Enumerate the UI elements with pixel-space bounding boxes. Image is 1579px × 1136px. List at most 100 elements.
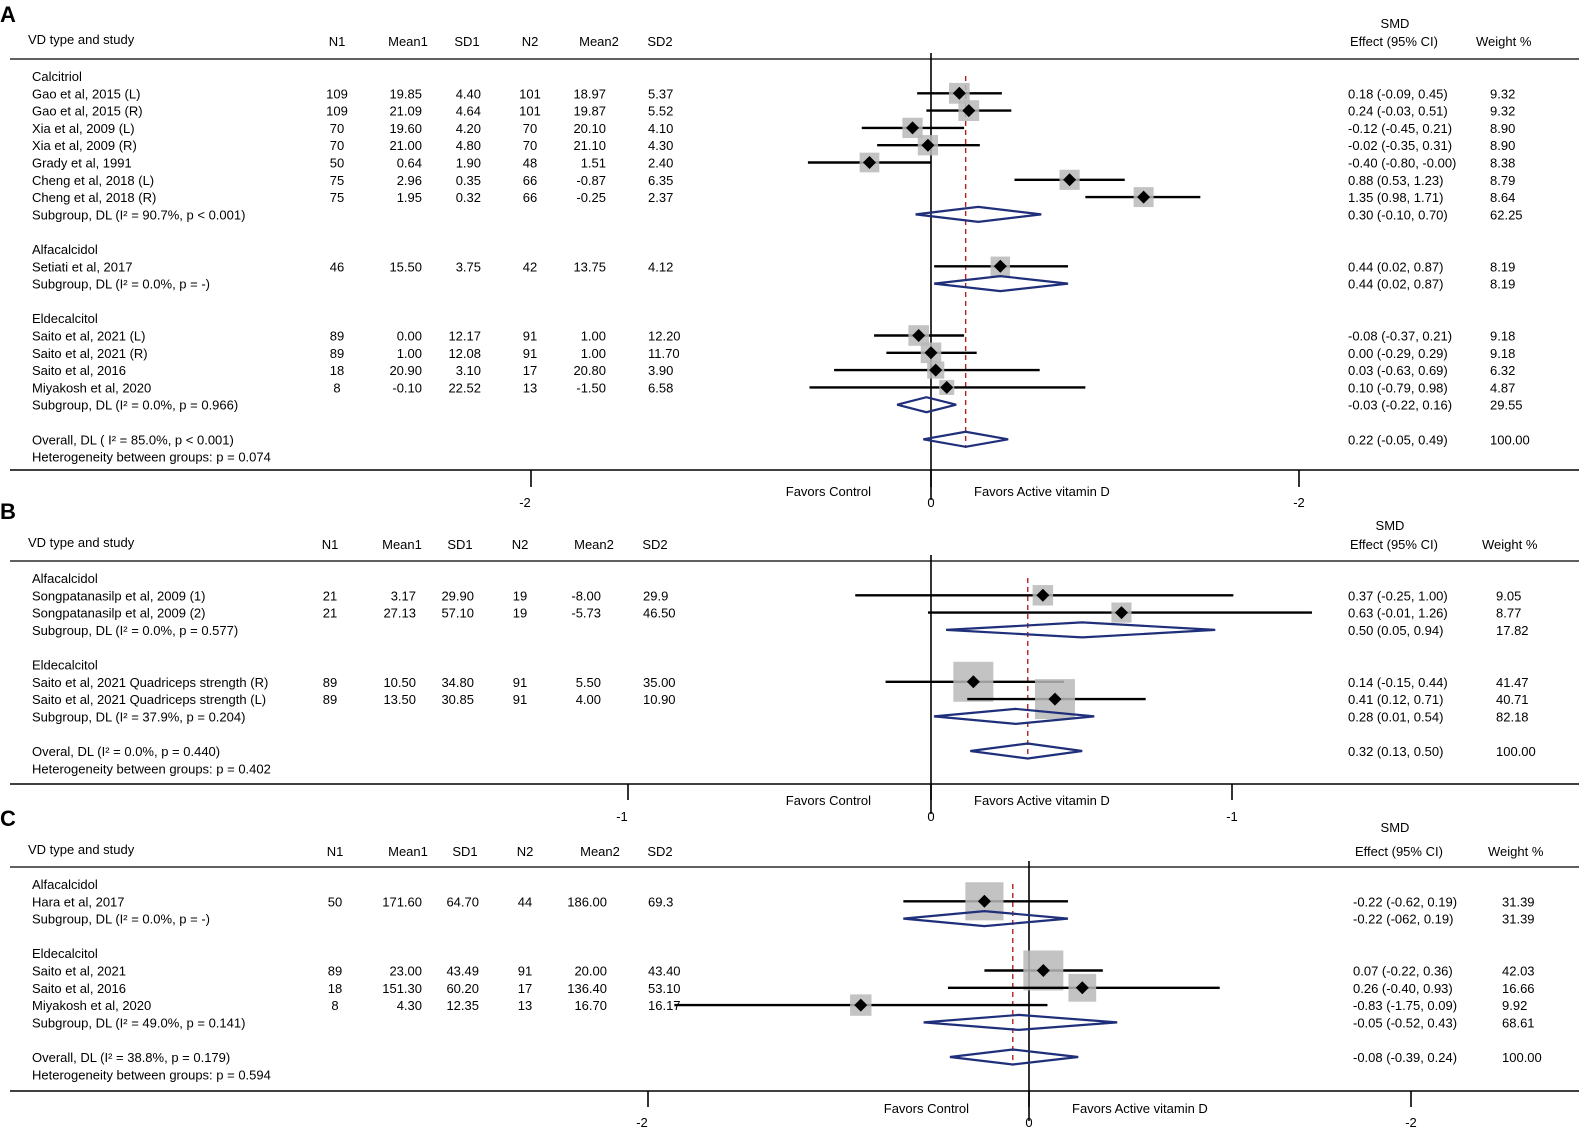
cell-mean2: -8.00: [571, 588, 601, 603]
subgroup-label: Subgroup, DL (I² = 90.7%, p < 0.001): [32, 207, 245, 222]
cell-sd2: 3.90: [648, 363, 673, 378]
cell-n2: 13: [518, 998, 532, 1013]
cell-effect: 0.88 (0.53, 1.23): [1348, 173, 1443, 188]
cell-n1: 89: [330, 329, 344, 344]
cell-mean1: 27.13: [383, 606, 416, 621]
axis-tick-label: 0: [1025, 1115, 1032, 1130]
cell-n1: 109: [326, 104, 348, 119]
header-smd: SMD: [1376, 518, 1405, 533]
cell-sd2: 53.10: [648, 981, 681, 996]
overall-label: Overall, DL (I² = 38.8%, p = 0.179): [32, 1050, 230, 1065]
study-label: Xia et al, 2009 (L): [32, 121, 135, 136]
study-label: Saito et al, 2021 (L): [32, 329, 145, 344]
cell-n1: 18: [330, 363, 344, 378]
cell-mean2: 21.10: [573, 138, 606, 153]
cell-weight: 8.19: [1490, 259, 1515, 274]
header-weight: Weight %: [1476, 34, 1532, 49]
header-smd: SMD: [1381, 820, 1410, 835]
cell-weight: 31.39: [1502, 912, 1535, 927]
cell-mean1: 10.50: [383, 675, 416, 690]
subgroup-diamond: [923, 1013, 1118, 1032]
cell-mean2: 20.80: [573, 363, 606, 378]
cell-effect: 0.50 (0.05, 0.94): [1348, 623, 1443, 638]
header-study: VD type and study: [28, 842, 135, 857]
cell-weight: 9.05: [1496, 588, 1521, 603]
cell-mean2: 20.00: [574, 964, 607, 979]
cell-mean2: 1.00: [581, 346, 606, 361]
cell-weight: 9.18: [1490, 329, 1515, 344]
cell-sd2: 10.90: [643, 692, 676, 707]
header-mean1: Mean1: [388, 844, 428, 859]
axis-tick-label: 0: [927, 495, 934, 510]
axis-tick-label: -2: [1293, 495, 1305, 510]
axis-tick-label: -1: [1226, 809, 1238, 824]
cell-mean1: 19.85: [389, 86, 422, 101]
cell-sd1: 57.10: [441, 606, 474, 621]
cell-weight: 9.18: [1490, 346, 1515, 361]
cell-weight: 42.03: [1502, 964, 1535, 979]
study-label: Hara et al, 2017: [32, 894, 125, 909]
cell-n2: 19: [513, 588, 527, 603]
cell-sd1: 4.40: [456, 86, 481, 101]
point-estimate: [906, 121, 920, 135]
cell-effect: 0.41 (0.12, 0.71): [1348, 692, 1443, 707]
cell-mean1: 1.95: [397, 190, 422, 205]
header-n1: N1: [329, 34, 346, 49]
cell-mean2: 16.70: [574, 998, 607, 1013]
header-smd: SMD: [1381, 16, 1410, 31]
study-label: Saito et al, 2021 Quadriceps strength (R…: [32, 675, 268, 690]
cell-n2: 13: [523, 380, 537, 395]
cell-weight: 8.19: [1490, 277, 1515, 292]
cell-weight: 31.39: [1502, 894, 1535, 909]
cell-effect: 0.24 (-0.03, 0.51): [1348, 104, 1448, 119]
cell-effect: 0.10 (-0.79, 0.98): [1348, 380, 1448, 395]
cell-weight: 9.32: [1490, 104, 1515, 119]
cell-n2: 91: [518, 964, 532, 979]
overall-label: Overall, DL ( I² = 85.0%, p < 0.001): [32, 432, 234, 447]
cell-effect: 0.44 (0.02, 0.87): [1348, 259, 1443, 274]
point-estimate: [952, 86, 966, 100]
cell-mean2: 1.00: [581, 329, 606, 344]
favors-left-label: Favors Control: [884, 1101, 969, 1116]
subgroup-label: Subgroup, DL (I² = 0.0%, p = -): [32, 277, 210, 292]
panel-letter: C: [0, 806, 16, 831]
header-n2: N2: [522, 34, 539, 49]
cell-mean1: 13.50: [383, 692, 416, 707]
cell-effect: 0.07 (-0.22, 0.36): [1353, 964, 1453, 979]
favors-right-label: Favors Active vitamin D: [974, 793, 1110, 808]
cell-effect: 0.03 (-0.63, 0.69): [1348, 363, 1448, 378]
study-label: Saito et al, 2021 Quadriceps strength (L…: [32, 692, 266, 707]
cell-sd2: 11.70: [648, 346, 680, 361]
header-effect: Effect (95% CI): [1350, 34, 1438, 49]
cell-mean2: 1.51: [581, 156, 606, 171]
cell-sd2: 35.00: [643, 675, 676, 690]
cell-sd2: 46.50: [643, 606, 676, 621]
cell-effect: -0.22 (-0.62, 0.19): [1353, 894, 1457, 909]
cell-mean1: 19.60: [389, 121, 422, 136]
header-n2: N2: [512, 537, 529, 552]
cell-mean1: 3.17: [391, 588, 416, 603]
cell-sd2: 43.40: [648, 964, 681, 979]
cell-mean1: 21.00: [389, 138, 422, 153]
cell-n1: 109: [326, 86, 348, 101]
cell-n1: 8: [331, 998, 338, 1013]
cell-mean2: 19.87: [573, 104, 606, 119]
cell-n1: 75: [330, 190, 344, 205]
cell-mean1: 151.30: [382, 981, 422, 996]
point-estimate: [1075, 981, 1089, 995]
cell-weight: 40.71: [1496, 692, 1529, 707]
cell-sd2: 29.9: [643, 588, 668, 603]
cell-effect: 1.35 (0.98, 1.71): [1348, 190, 1443, 205]
cell-n2: 66: [523, 190, 537, 205]
cell-mean2: 13.75: [573, 259, 606, 274]
subgroup-diamond: [896, 396, 957, 414]
header-mean2: Mean2: [574, 537, 614, 552]
study-label: Setiati et al, 2017: [32, 259, 132, 274]
header-n1: N1: [322, 537, 339, 552]
cell-sd1: 64.70: [446, 894, 479, 909]
cell-n2: 91: [523, 346, 537, 361]
cell-n2: 70: [523, 121, 537, 136]
group-label: Eldecalcitol: [32, 311, 98, 326]
study-label: Cheng et al, 2018 (R): [32, 190, 156, 205]
cell-effect: 0.37 (-0.25, 1.00): [1348, 588, 1448, 603]
